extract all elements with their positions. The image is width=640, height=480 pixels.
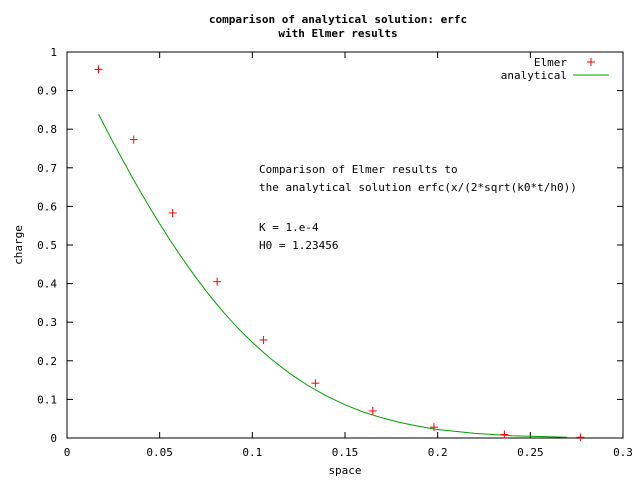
y-tick-label: 0.2 <box>37 355 57 368</box>
y-tick-label: 0.7 <box>37 162 57 175</box>
elmer-point <box>311 379 320 388</box>
x-axis: 0 0.05 0.1 0.15 0.2 0.25 0.3 <box>64 52 633 459</box>
elmer-point <box>429 423 438 432</box>
analytical-series-line <box>98 113 568 438</box>
y-tick-label: 0.5 <box>37 239 57 252</box>
x-axis-label: space <box>328 464 361 477</box>
legend: Elmer analytical <box>501 56 609 82</box>
annotation-line-3: K = 1.e-4 <box>259 221 319 234</box>
y-tick-label: 0.6 <box>37 200 57 213</box>
elmer-point <box>129 135 138 144</box>
chart-title-line-2: with Elmer results <box>278 27 397 40</box>
y-tick-label: 0.3 <box>37 316 57 329</box>
x-tick-label: 0.25 <box>517 446 544 459</box>
elmer-point <box>94 65 103 74</box>
elmer-point <box>168 208 177 217</box>
y-tick-label: 0.1 <box>37 393 57 406</box>
y-axis: 0 0.1 0.2 0.3 0.4 0.5 0.6 0.7 0.8 0.9 1 <box>37 46 623 445</box>
legend-marker-elmer <box>587 58 595 66</box>
annotation-block: Comparison of Elmer results to the analy… <box>259 163 577 252</box>
x-tick-label: 0.15 <box>332 446 359 459</box>
y-tick-label: 1 <box>50 46 57 59</box>
plot-frame <box>66 51 624 439</box>
y-tick-label: 0 <box>50 432 57 445</box>
y-tick-label: 0.4 <box>37 278 57 291</box>
annotation-line-4: H0 = 1.23456 <box>259 239 338 252</box>
legend-label-analytical: analytical <box>501 69 567 82</box>
elmer-point <box>259 335 268 344</box>
elmer-point <box>576 433 585 442</box>
annotation-line-2: the analytical solution erfc(x/(2*sqrt(k… <box>259 181 577 194</box>
annotation-line-1: Comparison of Elmer results to <box>259 163 458 176</box>
x-tick-label: 0.2 <box>428 446 448 459</box>
elmer-point <box>213 277 222 286</box>
elmer-point <box>500 430 509 439</box>
x-tick-label: 0.1 <box>242 446 262 459</box>
chart-title-line-1: comparison of analytical solution: erfc <box>209 13 467 26</box>
legend-label-elmer: Elmer <box>534 56 567 69</box>
elmer-point <box>368 406 377 415</box>
elmer-series-points <box>94 65 585 442</box>
legend-plus-marker <box>587 58 595 66</box>
y-tick-label: 0.9 <box>37 85 57 98</box>
y-tick-label: 0.8 <box>37 123 57 136</box>
x-tick-label: 0.05 <box>146 446 173 459</box>
x-tick-label: 0 <box>64 446 71 459</box>
y-axis-label: charge <box>12 225 25 265</box>
x-tick-label: 0.3 <box>613 446 633 459</box>
